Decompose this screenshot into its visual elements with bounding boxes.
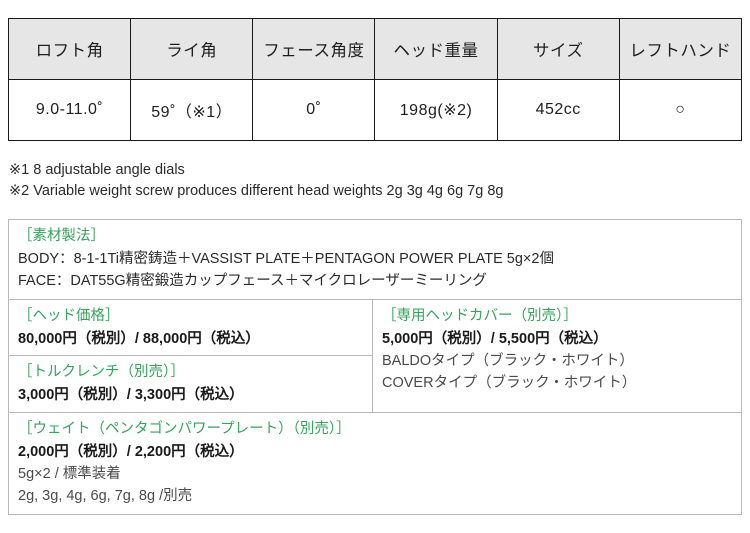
col-header-head-weight: ヘッド重量: [374, 18, 498, 80]
section-torque-wrench: ［トルクレンチ（別売）］ 3,000円（税別）/ 3,300円（税込）: [9, 356, 372, 412]
cell-loft: 9.0-11.0˚: [7, 79, 132, 141]
col-header-size: サイズ: [496, 18, 620, 80]
section-head-price: ［ヘッド価格］ 80,000円（税別）/ 88,000円（税込）: [9, 300, 372, 356]
cell-lie: 59˚（※1）: [130, 79, 254, 141]
spec-table-container: ロフト角 ライ角 フェース角度 ヘッド重量 サイズ レフトハンド 9.0-11.…: [7, 18, 743, 141]
head-cover-value: 5,000円（税別）/ 5,500円（税込）: [382, 331, 608, 347]
footnote-2: ※2 Variable weight screw produces differ…: [9, 183, 504, 199]
cell-head-weight: 198g(※2): [374, 79, 498, 141]
section-material: ［素材製法］ BODY：8-1-1Ti精密鋳造＋VASSIST PLATE＋PE…: [9, 220, 741, 300]
col-header-left-hand: レフトハンド: [618, 18, 743, 80]
weight-value: 2,000円（税別）/ 2,200円（税込）: [18, 444, 244, 460]
head-cover-type-cover: COVERタイプ（ブラック・ホワイト）: [382, 375, 637, 391]
material-body-line: BODY：8-1-1Ti精密鋳造＋VASSIST PLATE＋PENTAGON …: [18, 251, 554, 267]
head-cover-heading: ［専用ヘッドカバー（別売）］: [382, 308, 578, 324]
footnotes: ※1 8 adjustable angle dials ※2 Variable …: [9, 160, 739, 202]
cell-size: 452cc: [496, 79, 620, 141]
section-weight: ［ウェイト（ペンタゴンパワープレート）（別売）］ 2,000円（税別）/ 2,2…: [9, 413, 741, 514]
head-price-value: 80,000円（税別）/ 88,000円（税込）: [18, 331, 260, 347]
weight-note-options: 2g, 3g, 4g, 6g, 7g, 8g /別売: [18, 488, 193, 504]
price-column-right: ［専用ヘッドカバー（別売）］ 5,000円（税別）/ 5,500円（税込） BA…: [373, 300, 741, 412]
head-price-heading: ［ヘッド価格］: [18, 308, 120, 324]
torque-wrench-value: 3,000円（税別）/ 3,300円（税込）: [18, 387, 244, 403]
torque-wrench-content: ［トルクレンチ（別売）］ 3,000円（税別）/ 3,300円（税込）: [9, 356, 372, 413]
spec-table: ロフト角 ライ角 フェース角度 ヘッド重量 サイズ レフトハンド 9.0-11.…: [7, 18, 743, 141]
spec-table-head: ロフト角 ライ角 フェース角度 ヘッド重量 サイズ レフトハンド: [7, 18, 743, 80]
head-price-content: ［ヘッド価格］ 80,000円（税別）/ 88,000円（税込）: [9, 300, 372, 357]
col-header-face-angle: フェース角度: [252, 18, 376, 80]
price-columns: ［ヘッド価格］ 80,000円（税別）/ 88,000円（税込） ［トルクレンチ…: [9, 300, 741, 412]
material-face-line: FACE：DAT55G精密鍛造カップフェース＋マイクロレーザーミーリング: [18, 273, 487, 289]
spec-table-body: 9.0-11.0˚ 59˚（※1） 0˚ 198g(※2) 452cc ○: [7, 79, 743, 141]
weight-note-standard: 5g×2 / 標準装着: [18, 466, 121, 482]
torque-wrench-heading: ［トルクレンチ（別売）］: [18, 364, 185, 380]
weight-heading: ［ウェイト（ペンタゴンパワープレート）（別売）］: [18, 421, 351, 437]
section-prices: ［ヘッド価格］ 80,000円（税別）/ 88,000円（税込） ［トルクレンチ…: [9, 300, 741, 413]
table-header-row: ロフト角 ライ角 フェース角度 ヘッド重量 サイズ レフトハンド: [7, 18, 743, 80]
section-material-heading: ［素材製法］: [18, 228, 105, 244]
cell-left-hand: ○: [618, 79, 743, 141]
price-column-left: ［ヘッド価格］ 80,000円（税別）/ 88,000円（税込） ［トルクレンチ…: [9, 300, 373, 412]
footnote-1: ※1 8 adjustable angle dials: [9, 162, 185, 178]
head-cover-type-baldo: BALDOタイプ（ブラック・ホワイト）: [382, 353, 634, 369]
section-material-content: ［素材製法］ BODY：8-1-1Ti精密鋳造＋VASSIST PLATE＋PE…: [9, 220, 741, 299]
info-box: ［素材製法］ BODY：8-1-1Ti精密鋳造＋VASSIST PLATE＋PE…: [8, 219, 742, 515]
head-cover-content: ［専用ヘッドカバー（別売）］ 5,000円（税別）/ 5,500円（税込） BA…: [373, 300, 741, 401]
col-header-loft: ロフト角: [7, 18, 132, 80]
weight-content: ［ウェイト（ペンタゴンパワープレート）（別売）］ 2,000円（税別）/ 2,2…: [9, 413, 741, 514]
table-row: 9.0-11.0˚ 59˚（※1） 0˚ 198g(※2) 452cc ○: [7, 79, 743, 141]
cell-face-angle: 0˚: [252, 79, 376, 141]
col-header-lie: ライ角: [130, 18, 254, 80]
